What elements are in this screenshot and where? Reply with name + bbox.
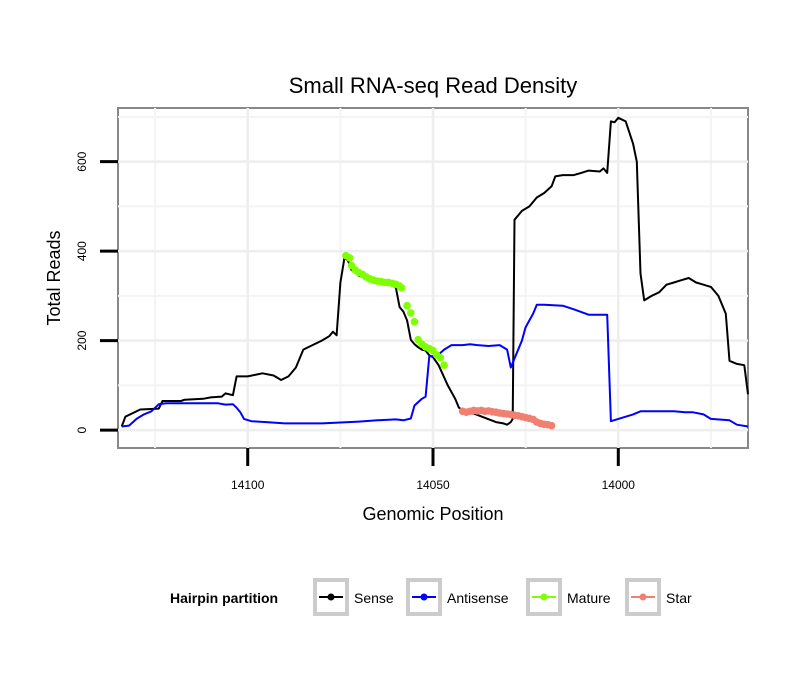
legend-label-mature: Mature — [567, 590, 611, 606]
x-tick-label: 14050 — [416, 478, 450, 492]
y-tick-label: 400 — [75, 241, 89, 261]
grid — [118, 108, 748, 448]
y-tick-label: 200 — [75, 330, 89, 350]
y-axis: 0 200 400 600 — [75, 151, 118, 433]
series-layer — [120, 116, 749, 430]
legend-label-sense: Sense — [354, 590, 394, 606]
legend-label-star: Star — [666, 590, 692, 606]
y-tick-label: 0 — [75, 426, 89, 433]
x-axis-title: Genomic Position — [362, 504, 503, 524]
y-tick-label: 600 — [75, 151, 89, 171]
chart-title: Small RNA-seq Read Density — [289, 73, 578, 98]
legend-marker-mature — [540, 593, 548, 601]
legend-marker-star — [639, 593, 647, 601]
legend-label-antisense: Antisense — [447, 590, 509, 606]
y-axis-title: Total Reads — [44, 230, 64, 325]
x-tick-label: 14100 — [231, 478, 265, 492]
data-point-mature — [397, 284, 406, 292]
data-point-mature — [440, 361, 448, 370]
data-point-star — [547, 421, 556, 430]
legend-title: Hairpin partition — [170, 590, 278, 606]
data-point-mature — [403, 301, 411, 310]
x-tick-label: 14000 — [602, 478, 636, 492]
series-line-antisense — [121, 303, 749, 428]
legend: Hairpin partition Sense Antisense Mature St… — [170, 578, 692, 616]
data-point-mature — [345, 254, 354, 262]
x-axis: 14100 14050 14000 — [231, 448, 635, 492]
data-point-mature — [406, 309, 415, 317]
legend-marker-antisense — [420, 593, 428, 601]
data-point-mature — [410, 318, 419, 326]
legend-marker-sense — [327, 593, 335, 601]
data-point-mature — [436, 353, 445, 362]
